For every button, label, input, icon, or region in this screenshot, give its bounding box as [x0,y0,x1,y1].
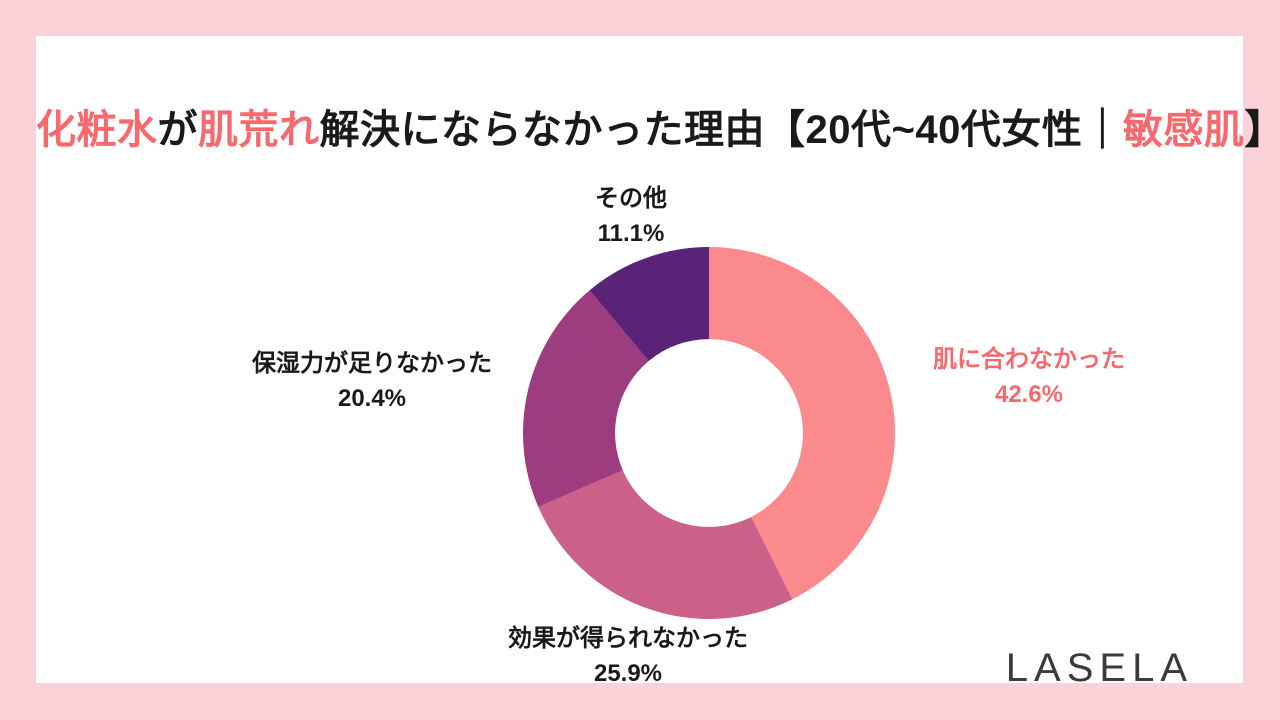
segment-percent-value: 42.6% [994,380,1064,408]
segment-label-sonota: その他 11.1% [595,182,667,252]
segment-percent-value: 11.1% [597,219,665,247]
segment-percent-value: 20.4% [337,384,407,412]
segment-label-text: 肌に合わなかった [933,346,1125,373]
segment-label-text: 保湿力が足りなかった [252,350,492,377]
chart-title: 化粧水が肌荒れ解決にならなかった理由【20代~40代女性｜敏感肌】 [36,106,1280,154]
title-accent-hadaare: 肌荒れ [198,108,320,152]
segment-label-kouka-ga-erarenakatta: 効果が得られなかった 25.9% [508,622,748,692]
segment-label-hada-ni-awanakatta: 肌に合わなかった 42.6% [933,343,1125,413]
title-text-bracket-close: 】 [1244,108,1280,152]
chart-card: 化粧水が肌荒れ解決にならなかった理由【20代~40代女性｜敏感肌】 肌に合わなか… [36,36,1280,690]
donut-segment-2 [523,290,649,507]
lasela-logo: LASELA [1005,646,1193,690]
title-text-ga: が [157,108,198,152]
donut-segment-0 [709,247,895,600]
title-accent-kesyousui: 化粧水 [36,108,158,152]
segment-percent-value: 25.9% [593,659,663,687]
title-text-reason: 解決にならなかった理由【20代~40代女性｜ [319,108,1123,152]
segment-label-hoshitsuryoku-ga-tarinakatta: 保湿力が足りなかった 20.4% [252,347,492,417]
donut-segment-1 [538,470,793,619]
segment-label-text: 効果が得られなかった [508,625,748,652]
segment-label-text: その他 [595,185,667,212]
donut-chart [523,247,895,619]
donut-segment-3 [589,247,709,361]
title-accent-binkanhada: 敏感肌 [1122,108,1245,152]
